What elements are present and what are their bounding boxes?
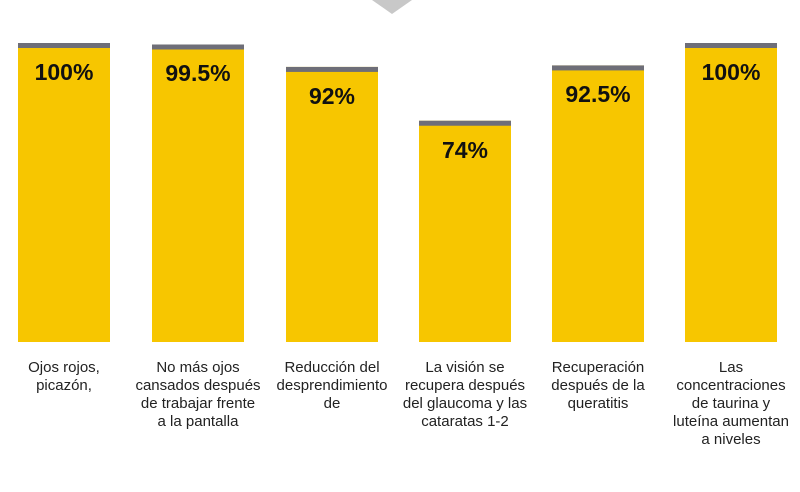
bar-cap-1: [18, 43, 110, 48]
bar-5: [552, 65, 644, 343]
bar-value-label-5: 92.5%: [565, 81, 631, 108]
category-label-6: Las concentraciones de taurina y luteína…: [673, 359, 789, 448]
bar-value-label-1: 100%: [34, 59, 94, 85]
category-label-2: No más ojos cansados después de trabajar…: [135, 359, 261, 430]
bar-cap-6: [685, 43, 777, 48]
bar-value-label-2: 99.5%: [165, 60, 231, 87]
bar-cap-4: [419, 120, 511, 126]
bar-1: [18, 43, 110, 342]
bar-2: [152, 44, 244, 343]
top-indicator-icon: [372, 0, 412, 14]
category-label-4: La visión se recupera después del glauco…: [402, 359, 528, 430]
bar-value-label-4: 74%: [441, 136, 489, 163]
category-label-5: Recuperación después de la queratitis: [551, 359, 645, 412]
category-label-1: Ojos rojos, picazón,: [28, 359, 100, 394]
bar-6: [685, 43, 777, 342]
bar-cap-2: [152, 44, 244, 50]
bar-value-label-6: 100%: [701, 59, 761, 85]
bar-3: [286, 66, 378, 343]
bar-cap-5: [552, 65, 644, 71]
bar-cap-3: [286, 66, 378, 72]
category-label-3: Reducción del desprendimiento de: [276, 359, 388, 412]
bar-4: [419, 120, 511, 343]
bar-value-label-3: 92%: [308, 82, 356, 109]
